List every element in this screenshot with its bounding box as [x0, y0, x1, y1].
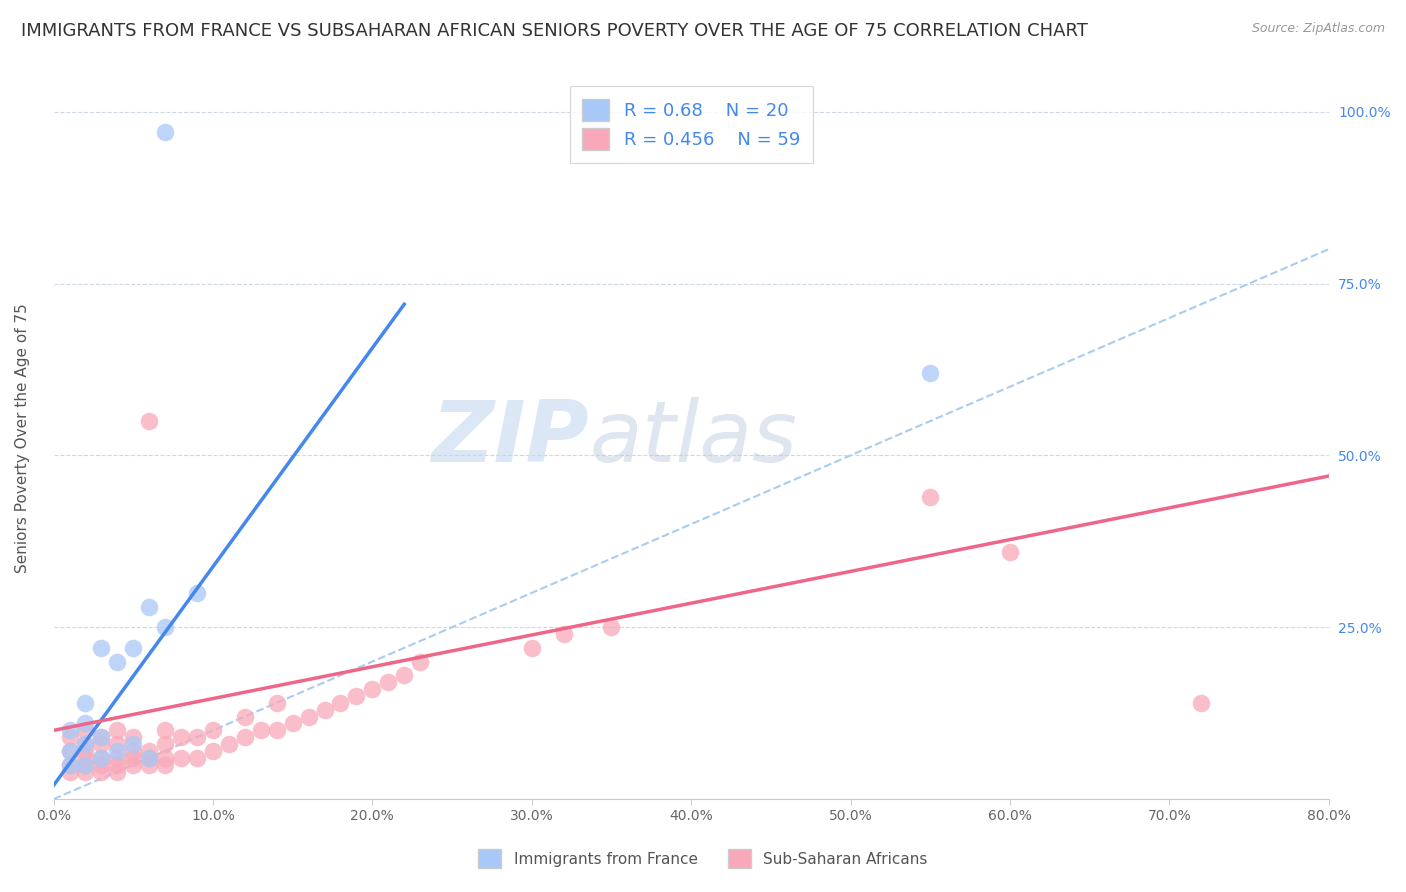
Text: IMMIGRANTS FROM FRANCE VS SUBSAHARAN AFRICAN SENIORS POVERTY OVER THE AGE OF 75 : IMMIGRANTS FROM FRANCE VS SUBSAHARAN AFR…: [21, 22, 1088, 40]
Point: [186, 586, 208, 600]
Point: [75, 764, 97, 779]
Point: [298, 709, 321, 723]
Point: [75, 696, 97, 710]
Point: [105, 751, 128, 765]
Point: [105, 744, 128, 758]
Point: [281, 716, 304, 731]
Point: [186, 751, 208, 765]
Point: [75, 737, 97, 751]
Point: [361, 682, 384, 697]
Point: [138, 744, 160, 758]
Point: [138, 751, 160, 765]
Point: [122, 730, 145, 744]
Point: [409, 655, 432, 669]
Point: [75, 716, 97, 731]
Point: [153, 723, 176, 738]
Point: [201, 723, 224, 738]
Point: [233, 709, 256, 723]
Point: [998, 544, 1021, 558]
Point: [233, 730, 256, 744]
Point: [394, 668, 416, 682]
Point: [122, 744, 145, 758]
Point: [266, 696, 288, 710]
Point: [520, 640, 543, 655]
Point: [138, 599, 160, 614]
Point: [58, 764, 80, 779]
Legend: Immigrants from France, Sub-Saharan Africans: Immigrants from France, Sub-Saharan Afri…: [471, 841, 935, 875]
Point: [153, 757, 176, 772]
Point: [58, 744, 80, 758]
Point: [90, 730, 112, 744]
Point: [90, 757, 112, 772]
Point: [153, 751, 176, 765]
Point: [75, 757, 97, 772]
Point: [138, 757, 160, 772]
Point: [600, 620, 623, 634]
Point: [186, 730, 208, 744]
Text: Source: ZipAtlas.com: Source: ZipAtlas.com: [1251, 22, 1385, 36]
Point: [122, 737, 145, 751]
Point: [75, 744, 97, 758]
Point: [201, 744, 224, 758]
Point: [138, 751, 160, 765]
Point: [266, 723, 288, 738]
Point: [249, 723, 271, 738]
Point: [122, 751, 145, 765]
Point: [122, 757, 145, 772]
Point: [553, 627, 575, 641]
Point: [105, 737, 128, 751]
Legend: R = 0.68    N = 20, R = 0.456    N = 59: R = 0.68 N = 20, R = 0.456 N = 59: [569, 87, 813, 163]
Point: [920, 490, 942, 504]
Point: [75, 737, 97, 751]
Point: [105, 723, 128, 738]
Point: [105, 764, 128, 779]
Point: [105, 655, 128, 669]
Point: [920, 366, 942, 380]
Point: [138, 414, 160, 428]
Point: [153, 125, 176, 139]
Point: [75, 757, 97, 772]
Point: [58, 744, 80, 758]
Point: [105, 757, 128, 772]
Text: ZIP: ZIP: [432, 397, 589, 480]
Point: [90, 730, 112, 744]
Point: [58, 723, 80, 738]
Point: [75, 751, 97, 765]
Point: [346, 689, 368, 703]
Point: [1189, 696, 1212, 710]
Text: atlas: atlas: [589, 397, 797, 480]
Point: [90, 737, 112, 751]
Point: [170, 730, 193, 744]
Point: [153, 737, 176, 751]
Point: [122, 640, 145, 655]
Point: [218, 737, 240, 751]
Point: [377, 675, 399, 690]
Point: [170, 751, 193, 765]
Point: [75, 723, 97, 738]
Point: [153, 620, 176, 634]
Point: [58, 757, 80, 772]
Point: [329, 696, 352, 710]
Point: [90, 751, 112, 765]
Point: [90, 751, 112, 765]
Y-axis label: Seniors Poverty Over the Age of 75: Seniors Poverty Over the Age of 75: [15, 303, 30, 574]
Point: [90, 640, 112, 655]
Point: [58, 730, 80, 744]
Point: [314, 703, 336, 717]
Point: [90, 764, 112, 779]
Point: [58, 757, 80, 772]
